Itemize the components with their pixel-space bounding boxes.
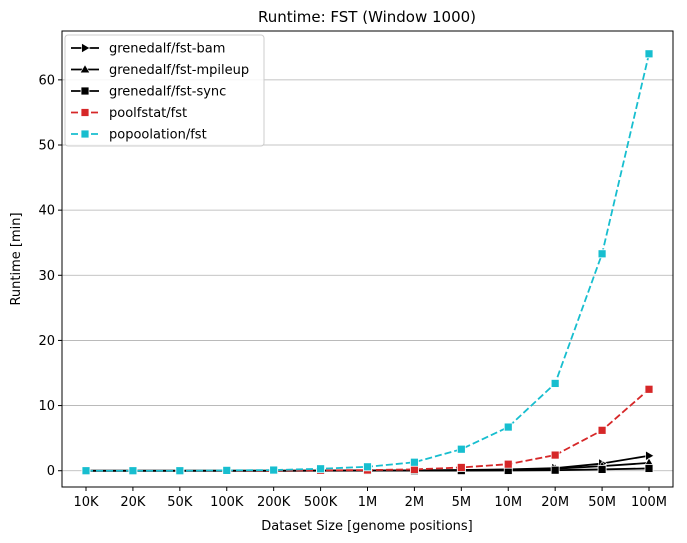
square-marker (80, 108, 90, 117)
x-tick-label: 100M (631, 495, 667, 510)
y-tick-label: 10 (38, 399, 55, 414)
y-tick-label: 40 (38, 204, 55, 219)
legend-label: grenedalf/fst-mpileup (109, 63, 249, 78)
legend-entry: popoolation/fst (71, 128, 207, 143)
legend-entry: poolfstat/fst (71, 106, 187, 121)
square-marker (222, 465, 232, 475)
legend-label: poolfstat/fst (109, 106, 187, 121)
y-tick-label: 20 (38, 334, 55, 349)
x-tick-label: 10K (73, 495, 99, 510)
square-marker (80, 86, 90, 96)
x-tick-label: 5M (452, 495, 472, 510)
square-marker (597, 465, 607, 474)
square-marker (128, 466, 138, 476)
y-tick-label: 30 (38, 269, 55, 284)
legend-label: grenedalf/fst-bam (109, 42, 225, 57)
square-marker (644, 464, 654, 473)
square-marker (175, 466, 185, 476)
legend-box (64, 34, 265, 147)
legend-entry: grenedalf/fst-mpileup (71, 63, 249, 78)
x-tick-label: 1M (358, 495, 378, 510)
square-marker (550, 379, 560, 388)
series-line (86, 388, 650, 472)
x-tick-label: 50M (588, 495, 616, 510)
x-tick-label: 2M (405, 495, 425, 510)
triangle-right-marker (645, 450, 655, 462)
y-tick-label: 60 (38, 73, 55, 88)
triangle-up-marker (79, 64, 91, 74)
square-marker (550, 465, 560, 475)
legend-entry: grenedalf/fst-sync (71, 85, 226, 100)
square-marker (597, 249, 607, 259)
square-marker (456, 463, 466, 472)
square-marker (644, 49, 654, 59)
legend: grenedalf/fst-bam grenedalf/fst-mpileup gr… (64, 34, 265, 147)
x-tick-label: 10M (494, 495, 522, 510)
chart-title: Runtime: FST (Window 1000) (258, 8, 476, 26)
square-marker (644, 384, 654, 394)
y-tick-label: 50 (38, 139, 55, 154)
series-poolfstat-fst (81, 384, 654, 476)
x-tick-label: 500K (304, 495, 338, 510)
x-axis: 10K 20K 50K 100K 200K 500K 1M 2M 5M 10M 20M 50M 100M (73, 487, 667, 510)
legend-entry: grenedalf/fst-bam (71, 42, 225, 57)
y-tick-label: 0 (47, 464, 55, 479)
y-axis-label: Runtime [min] (9, 212, 24, 305)
square-marker (363, 462, 372, 472)
x-tick-label: 20K (120, 495, 146, 510)
square-marker (410, 457, 419, 467)
square-marker (269, 465, 279, 475)
triangle-right-marker (81, 42, 91, 54)
y-axis: 0 10 20 30 40 50 60 (38, 73, 62, 479)
legend-label: grenedalf/fst-sync (109, 85, 226, 100)
square-marker (550, 450, 560, 460)
series-popoolation-fst (81, 49, 654, 476)
x-tick-label: 50K (167, 495, 193, 510)
x-tick-label: 200K (257, 495, 291, 510)
legend-label: popoolation/fst (109, 128, 207, 143)
x-axis-label: Dataset Size [genome positions] (261, 519, 473, 534)
square-marker (503, 459, 513, 469)
x-tick-label: 20M (541, 495, 569, 510)
series-group (80, 49, 655, 477)
square-marker (80, 129, 90, 139)
square-marker (503, 422, 513, 432)
x-tick-label: 100K (210, 495, 244, 510)
square-marker (81, 466, 91, 476)
square-marker (597, 425, 607, 435)
square-marker (456, 444, 466, 454)
square-marker (316, 464, 325, 474)
